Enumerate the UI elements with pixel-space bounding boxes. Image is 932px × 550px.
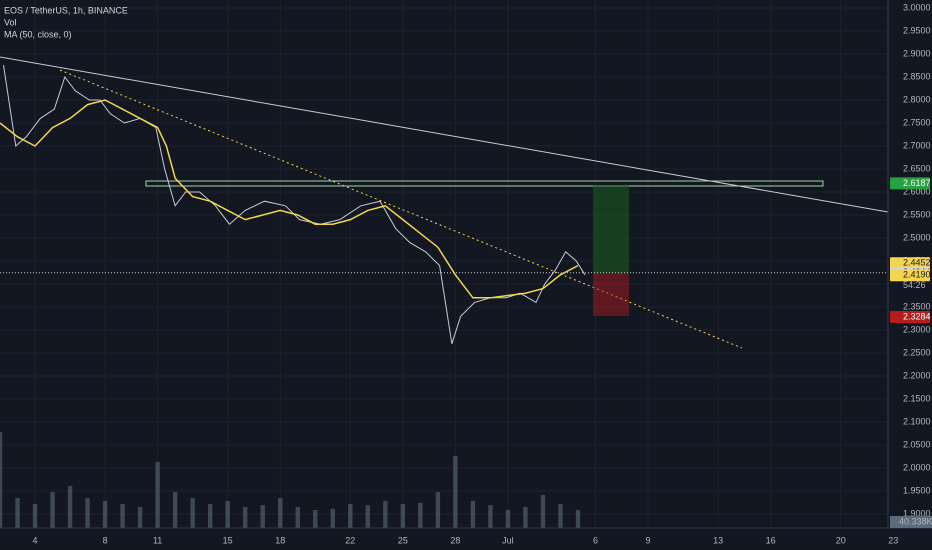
axes: 4 8 11 15 18 22 25 28 Jul 6 9 13 16 20 23 3.0000 2.9500 2…	[33, 2, 932, 545]
volume-bar	[225, 501, 230, 528]
volume-bar	[102, 501, 108, 528]
y-tick-label: 2.7500	[903, 117, 931, 127]
volume-bar	[120, 504, 125, 528]
x-tick-label: 16	[766, 535, 776, 545]
y-tick-label: 1.9000	[903, 508, 931, 518]
volume-label: 40.338K	[899, 516, 932, 526]
volume-bar	[348, 504, 353, 528]
ma-line	[0, 99, 579, 299]
y-tick-label: 2.6500	[903, 163, 931, 173]
volume-bar	[0, 432, 3, 528]
volume-bar	[505, 510, 511, 528]
x-tick-label: 13	[713, 535, 723, 545]
volume-bar	[172, 492, 178, 528]
stop-box	[593, 273, 629, 316]
y-tick-label: 2.3000	[903, 324, 931, 334]
x-tick-label: 9	[646, 535, 651, 545]
volume-bar	[50, 492, 55, 528]
volume-bar	[400, 504, 406, 528]
volume-bar	[190, 498, 195, 528]
target-box	[593, 185, 629, 273]
volume-bar	[15, 498, 20, 528]
y-tick-label: 2.2000	[903, 370, 931, 380]
x-tick-label: 4	[33, 535, 38, 545]
y-tick-label: 2.0000	[903, 462, 931, 472]
y-tick-label: 2.2500	[903, 347, 931, 357]
volume-bar	[435, 492, 441, 528]
price-label: 2.3284	[903, 311, 931, 321]
y-tick-label: 3.0000	[903, 2, 931, 12]
volume-bar	[313, 510, 318, 528]
y-tick-label: 2.8000	[903, 94, 931, 104]
y-tick-label: 2.3500	[903, 301, 931, 311]
y-tick-label: 2.0500	[903, 439, 931, 449]
volume-bar	[137, 507, 143, 528]
x-tick-label: Jul	[502, 535, 514, 545]
y-tick-label: 2.5000	[903, 232, 931, 242]
grid	[0, 0, 888, 528]
price-line	[3, 64, 586, 344]
volume-label-box	[890, 516, 932, 528]
volume-bar	[523, 507, 528, 528]
volume-bar	[383, 501, 388, 528]
x-tick-label: 22	[345, 535, 355, 545]
x-tick-label: 28	[450, 535, 460, 545]
x-tick-label: 15	[223, 535, 233, 545]
x-tick-label: 8	[103, 535, 108, 545]
x-tick-label: 20	[836, 535, 846, 545]
countdown-box	[890, 279, 930, 291]
volume-bar	[470, 501, 476, 528]
symbol-title: EOS / TetherUS, 1h, BINANCE	[4, 5, 128, 15]
x-tick-label: 18	[275, 535, 285, 545]
plot	[0, 64, 888, 528]
volume-bar	[365, 505, 370, 528]
volume-bar	[330, 508, 335, 528]
x-tick-label: 25	[398, 535, 408, 545]
y-tick-label: 2.9000	[903, 48, 931, 58]
price-label-box	[890, 310, 930, 323]
volume-bar	[558, 504, 563, 528]
volume-title: Vol	[4, 17, 17, 27]
volume-bar	[155, 462, 160, 528]
volume-bar	[278, 498, 283, 528]
y-tick-label: 2.1000	[903, 416, 931, 426]
countdown: 54:26	[903, 280, 926, 290]
price-label-box	[890, 177, 930, 190]
price-label: 2.4190	[903, 270, 931, 280]
x-tick-label: 23	[888, 535, 898, 545]
ma-title: MA (50, close, 0)	[4, 29, 72, 39]
volume-bar	[260, 505, 265, 528]
volume-bar	[418, 502, 423, 528]
x-tick-label: 6	[593, 535, 598, 545]
y-tick-label: 2.9500	[903, 25, 931, 35]
y-tick-label: 2.5500	[903, 209, 931, 219]
price-label: 2.6187	[903, 178, 931, 188]
volume-bar	[575, 510, 581, 528]
price-label-box	[890, 269, 930, 282]
volume-bar	[453, 456, 458, 528]
x-tick-label: 11	[153, 535, 162, 545]
y-tick-label: 2.6000	[903, 186, 931, 196]
volume-bar	[32, 504, 38, 528]
y-tick-label: 2.7000	[903, 140, 931, 150]
volume-bar	[295, 507, 300, 528]
volume-bar	[488, 505, 493, 528]
y-tick-label: 1.9500	[903, 485, 931, 495]
price-label-box	[890, 257, 930, 270]
volume-bar	[207, 504, 213, 528]
volume-bar	[85, 498, 90, 528]
zone-box	[145, 180, 824, 187]
y-tick-label: 2.1500	[903, 393, 931, 403]
volume-bar	[67, 486, 73, 528]
price-label: 2.4452	[903, 258, 931, 268]
volume-bar	[243, 507, 248, 528]
volume-bar	[540, 495, 546, 528]
y-tick-label: 2.8500	[903, 71, 931, 81]
